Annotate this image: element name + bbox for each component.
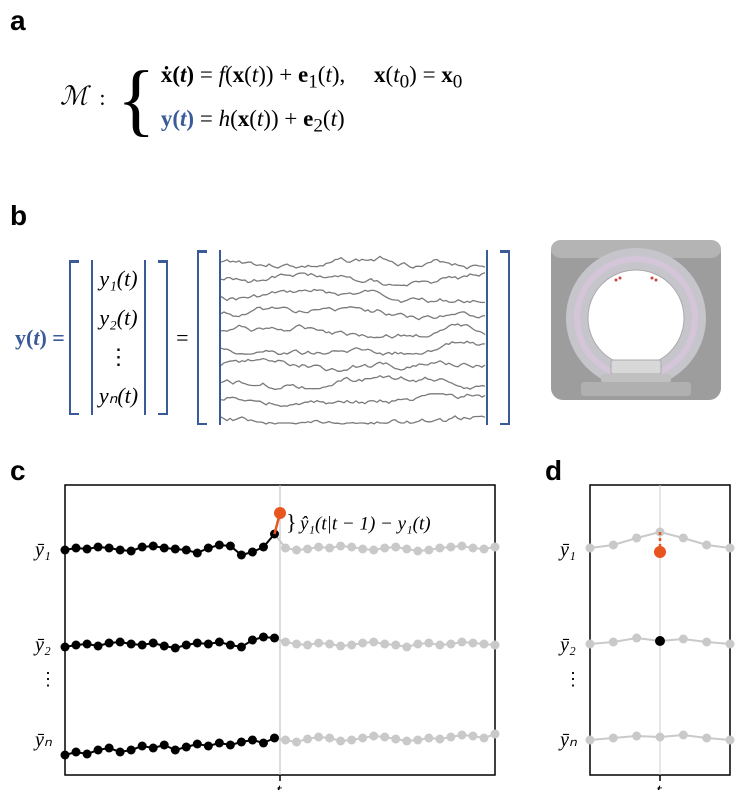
signals-svg: [221, 250, 486, 425]
vec-item: yₙ(t): [99, 383, 138, 409]
mri-scanner: [541, 230, 731, 410]
svg-text:ȳ₂: ȳ₂: [33, 634, 51, 656]
eq1-ic: x(t0) = x0: [374, 62, 462, 87]
panel-d-label: d: [545, 455, 562, 487]
svg-text:t: t: [656, 780, 662, 790]
model-symbol: ℳ: [60, 82, 88, 111]
vec-item: y₂(t): [99, 305, 137, 331]
panel-a: a ℳ : { ẋ(t) = f(x(t)) + e1(t), x(t0) = …: [0, 0, 751, 160]
y-vector-bracket: y₁(t) y₂(t) ⋮ yₙ(t): [69, 260, 168, 415]
svg-text:ȳ₁: ȳ₁: [33, 539, 51, 561]
y-vector-lhs: y(t) =: [15, 325, 65, 351]
eq1-rhs: = f(x(t)) + e1(t),: [200, 62, 345, 87]
vec-item: y₁(t): [99, 266, 137, 292]
panel-c: c }ŷ₁(t|t − 1) − y₁(t)ȳ₁ȳ₂ȳₙ⋮t: [10, 455, 500, 785]
eq2-rhs: = h(x(t)) + e2(t): [200, 106, 345, 131]
panel-d: d ȳ₁ȳ₂ȳₙ⋮t: [545, 455, 735, 785]
svg-text:ŷ₁(t|t − 1) − y₁(t): ŷ₁(t|t − 1) − y₁(t): [298, 514, 431, 535]
panel-a-equation: ℳ : { ẋ(t) = f(x(t)) + e1(t), x(t0) = x0…: [60, 50, 462, 149]
svg-text:⋮: ⋮: [564, 669, 582, 689]
panel-c-label: c: [10, 455, 26, 487]
panel-b-label: b: [10, 200, 27, 232]
svg-text:ȳₙ: ȳₙ: [558, 729, 578, 751]
svg-text:ȳₙ: ȳₙ: [33, 729, 53, 751]
svg-text:}: }: [286, 510, 297, 535]
svg-text:ȳ₂: ȳ₂: [558, 634, 576, 656]
panel-d-plot: ȳ₁ ȳ₂ ȳₙ ⋮ t: [545, 455, 735, 790]
eq1-lhs: ẋ(t): [161, 62, 194, 87]
panel-c-plot: }ŷ₁(t|t − 1) − y₁(t) ȳ₁ ȳ₂ ȳₙ ⋮ t: [10, 455, 500, 790]
panel-a-label: a: [10, 5, 26, 37]
eq2-lhs: y(t): [161, 106, 194, 131]
panel-b: b y(t) = y₁(t) y₂(t) ⋮ yₙ(t) =: [0, 200, 751, 420]
panel-b-equation: y(t) = y₁(t) y₂(t) ⋮ yₙ(t) =: [15, 250, 510, 425]
svg-text:t: t: [276, 780, 282, 790]
signals-bracket: [197, 250, 510, 425]
svg-text:⋮: ⋮: [39, 669, 57, 689]
svg-text:ȳ₁: ȳ₁: [558, 539, 576, 561]
vec-vdots: ⋮: [107, 344, 129, 370]
